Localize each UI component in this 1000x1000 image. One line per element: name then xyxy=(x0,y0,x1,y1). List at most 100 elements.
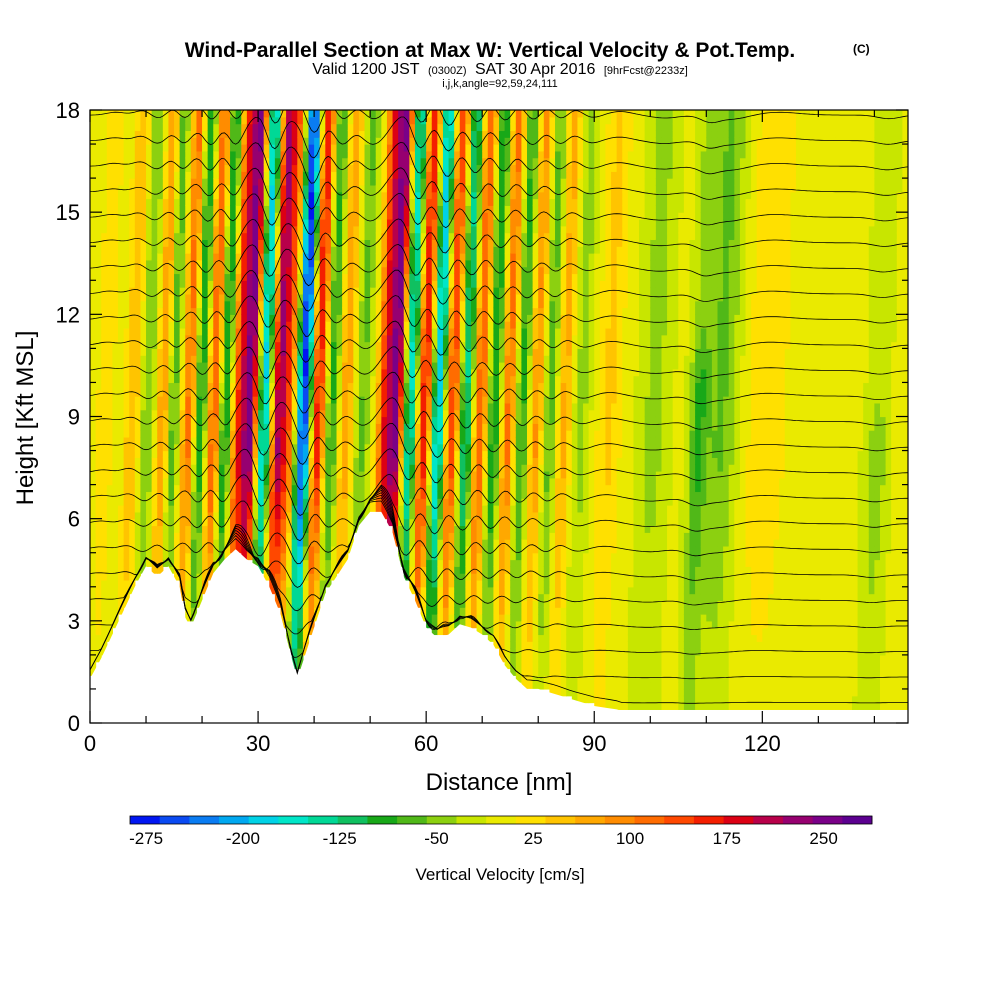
heatmap-cell xyxy=(336,184,343,193)
heatmap-cell xyxy=(258,484,265,493)
heatmap-cell xyxy=(364,362,371,370)
heatmap-cell xyxy=(112,287,119,295)
heatmap-cell xyxy=(95,362,102,370)
heatmap-cell xyxy=(224,321,231,329)
heatmap-cell xyxy=(392,402,399,411)
heatmap-cell xyxy=(420,184,427,193)
heatmap-cell xyxy=(426,314,433,322)
heatmap-cell xyxy=(218,253,226,261)
heatmap-cell xyxy=(336,402,343,411)
heatmap-cell xyxy=(146,164,153,172)
heatmap-cell xyxy=(95,423,102,431)
heatmap-cell xyxy=(146,396,153,404)
heatmap-cell xyxy=(459,430,466,438)
heatmap-cell xyxy=(381,178,388,186)
heatmap-cell xyxy=(112,498,119,506)
heatmap-cell xyxy=(342,225,349,234)
heatmap-cell xyxy=(101,627,108,636)
heatmap-cell xyxy=(174,396,181,404)
heatmap-cell xyxy=(302,450,310,458)
heatmap-cell xyxy=(431,246,438,254)
heatmap-cell xyxy=(90,171,97,179)
heatmap-cell xyxy=(370,184,377,193)
heatmap-cell xyxy=(431,334,438,343)
heatmap-cell xyxy=(106,266,114,275)
heatmap-cell xyxy=(106,327,114,336)
heatmap-cell xyxy=(308,382,315,390)
heatmap-cell xyxy=(426,307,433,315)
heatmap-cell xyxy=(90,450,97,458)
heatmap-cell xyxy=(224,430,231,438)
heatmap-cell xyxy=(286,191,293,200)
heatmap-cell xyxy=(174,450,181,458)
heatmap-cell xyxy=(118,552,125,561)
heatmap-cell xyxy=(291,382,298,390)
heatmap-cell xyxy=(347,225,354,234)
heatmap-cell xyxy=(218,545,226,554)
heatmap-cell xyxy=(174,232,181,241)
heatmap-cell xyxy=(336,321,343,329)
heatmap-cell xyxy=(168,178,175,186)
heatmap-cell xyxy=(241,375,248,384)
heatmap-cell xyxy=(431,382,438,390)
heatmap-cell xyxy=(342,525,349,533)
heatmap-cell xyxy=(196,144,203,152)
heatmap-cell xyxy=(134,287,142,295)
heatmap-cell xyxy=(162,518,170,527)
heatmap-cell xyxy=(185,375,192,384)
heatmap-cell xyxy=(336,566,343,574)
heatmap-cell xyxy=(258,409,265,418)
heatmap-cell xyxy=(252,470,259,479)
heatmap-cell xyxy=(398,552,405,561)
heatmap-cell xyxy=(403,130,410,138)
heatmap-cell xyxy=(196,545,203,554)
heatmap-cell xyxy=(258,150,265,159)
heatmap-cell xyxy=(134,184,142,193)
heatmap-cell xyxy=(342,266,349,275)
heatmap-cell xyxy=(129,259,136,268)
heatmap-cell xyxy=(157,157,164,166)
heatmap-cell xyxy=(302,123,310,132)
heatmap-cell xyxy=(246,246,254,254)
heatmap-cell xyxy=(258,362,265,370)
heatmap-cell xyxy=(448,123,455,132)
heatmap-cell xyxy=(146,130,153,138)
heatmap-cell xyxy=(370,348,377,356)
heatmap-cell xyxy=(386,416,394,424)
heatmap-cell xyxy=(414,157,422,166)
heatmap-cell xyxy=(409,280,416,288)
heatmap-cell xyxy=(381,239,388,247)
heatmap-cell xyxy=(319,246,326,254)
heatmap-cell xyxy=(358,436,366,445)
heatmap-cell xyxy=(196,287,203,295)
heatmap-cell xyxy=(185,287,192,295)
heatmap-cell xyxy=(386,144,394,152)
heatmap-cell xyxy=(118,600,125,608)
heatmap-cell xyxy=(101,157,108,166)
heatmap-cell xyxy=(235,123,242,132)
heatmap-cell xyxy=(370,327,377,336)
heatmap-cell xyxy=(168,144,175,152)
heatmap-cell xyxy=(235,505,242,513)
heatmap-cell xyxy=(448,321,455,329)
heatmap-cell xyxy=(280,382,287,390)
heatmap-cell xyxy=(213,552,220,561)
heatmap-cell xyxy=(162,539,170,547)
heatmap-cell xyxy=(162,464,170,472)
heatmap-cell xyxy=(106,123,114,132)
heatmap-cell xyxy=(258,416,265,424)
heatmap-cell xyxy=(174,314,181,322)
heatmap-cell xyxy=(90,368,97,377)
heatmap-cell xyxy=(213,416,220,424)
heatmap-cell xyxy=(90,307,97,315)
heatmap-cell xyxy=(291,532,298,540)
heatmap-cell xyxy=(291,191,298,200)
heatmap-cell xyxy=(129,396,136,404)
heatmap-cell xyxy=(118,212,125,220)
heatmap-cell xyxy=(414,259,422,268)
heatmap-cell xyxy=(358,191,366,200)
heatmap-cell xyxy=(314,552,321,561)
heatmap-cell xyxy=(196,573,203,581)
heatmap-cell xyxy=(302,259,310,268)
heatmap-cell xyxy=(252,368,259,377)
